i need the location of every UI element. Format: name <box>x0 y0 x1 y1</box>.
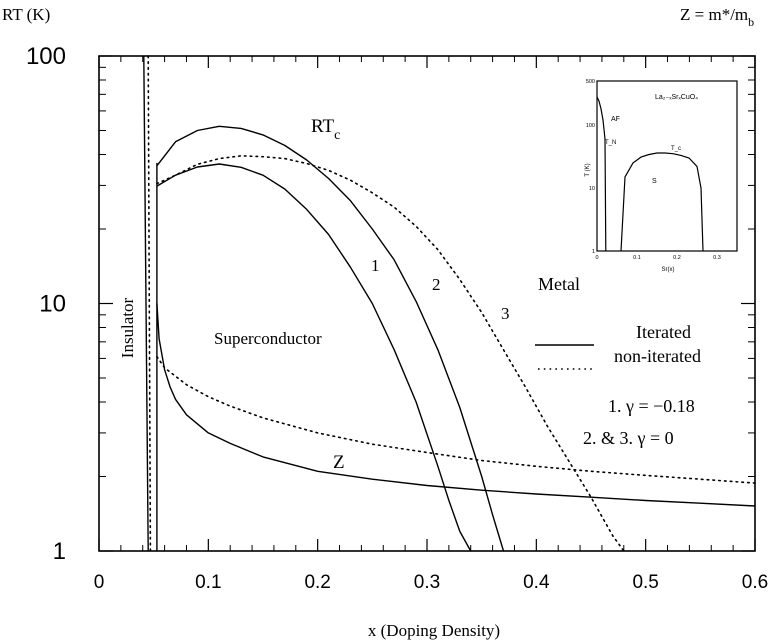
inset-y-tick-labels: 1 10 100 500 <box>586 79 595 255</box>
top-right-label-sub: b <box>748 15 754 29</box>
gamma-1-note: 1. γ = −0.18 <box>608 396 695 416</box>
top-right-label: Z = m*/mb <box>680 5 754 29</box>
x-tick-label: 0.5 <box>632 572 658 593</box>
insulator-label: Insulator <box>118 297 137 358</box>
rtc-label-sub: c <box>334 128 340 143</box>
inset-xlabel: Sr(x) <box>662 267 675 273</box>
inset-s-label: S <box>652 178 657 185</box>
legend-noniterated-label: non-iterated <box>614 346 701 366</box>
inset-x-tick-label: 0 <box>595 255 598 261</box>
z-label: Z <box>333 452 345 473</box>
inset-af-label: AF <box>611 116 620 123</box>
inset-x-tick-label: 0.2 <box>673 255 681 261</box>
x-tick-label: 0.6 <box>742 572 768 593</box>
inset-x-tick-label: 0.3 <box>713 255 721 261</box>
y-axis-label: RT (K) <box>2 5 50 24</box>
series-ins_iter <box>143 55 149 552</box>
superconductor-label: Superconductor <box>214 329 322 348</box>
series-tc3 <box>156 155 625 552</box>
y-tick-label: 100 <box>26 43 66 70</box>
inset-tn-label: T_N <box>605 140 616 146</box>
x-tick-label: 0.3 <box>414 572 440 593</box>
inset-y-tick-label: 10 <box>589 186 595 192</box>
x-tick-label: 0.2 <box>304 572 330 593</box>
inset-x-tick-labels: 0 0.1 0.2 0.3 <box>595 255 720 261</box>
x-axis-label: x (Doping Density) <box>368 621 500 640</box>
inset-frame <box>596 80 738 252</box>
inset-tc-label: T_c <box>671 146 681 152</box>
inset-af-boundary <box>596 96 607 252</box>
y-tick-labels: 1 10 100 <box>26 43 66 565</box>
curve-2-label: 2 <box>432 275 441 294</box>
series-ins_noniter <box>147 55 152 552</box>
curve-3-label: 3 <box>501 304 510 323</box>
inset-ylabel: T (K) <box>585 163 591 176</box>
rtc-label-main: RT <box>311 116 335 137</box>
series-z_noniter <box>156 355 756 484</box>
curve-1-label: 1 <box>371 256 380 275</box>
series-z_iter <box>156 303 756 507</box>
series-group <box>143 55 756 552</box>
x-tick-label: 0 <box>94 572 105 593</box>
gamma-23-note: 2. & 3. γ = 0 <box>583 428 674 448</box>
y-tick-label: 10 <box>39 291 66 318</box>
inset-y-tick-label: 1 <box>592 249 595 255</box>
inset-sc-dome <box>620 152 704 252</box>
rtc-label: RTc <box>311 116 340 143</box>
series-tc2 <box>156 125 505 552</box>
series-tc1 <box>156 163 472 552</box>
x-tick-label: 0.4 <box>523 572 550 593</box>
y-tick-label: 1 <box>53 538 66 565</box>
axis-ticks <box>98 55 756 552</box>
metal-label: Metal <box>538 274 580 294</box>
x-tick-labels: 0 0.1 0.2 0.3 0.4 0.5 0.6 <box>94 572 769 593</box>
inset-y-tick-label: 100 <box>586 123 595 129</box>
inset-x-tick-label: 0.1 <box>633 255 641 261</box>
x-tick-label: 0.1 <box>195 572 221 593</box>
legend-iterated-label: Iterated <box>636 322 691 342</box>
inset-y-tick-label: 500 <box>586 79 595 85</box>
inset-title: La₂₋ₓSrₓCuO₄ <box>655 94 698 101</box>
